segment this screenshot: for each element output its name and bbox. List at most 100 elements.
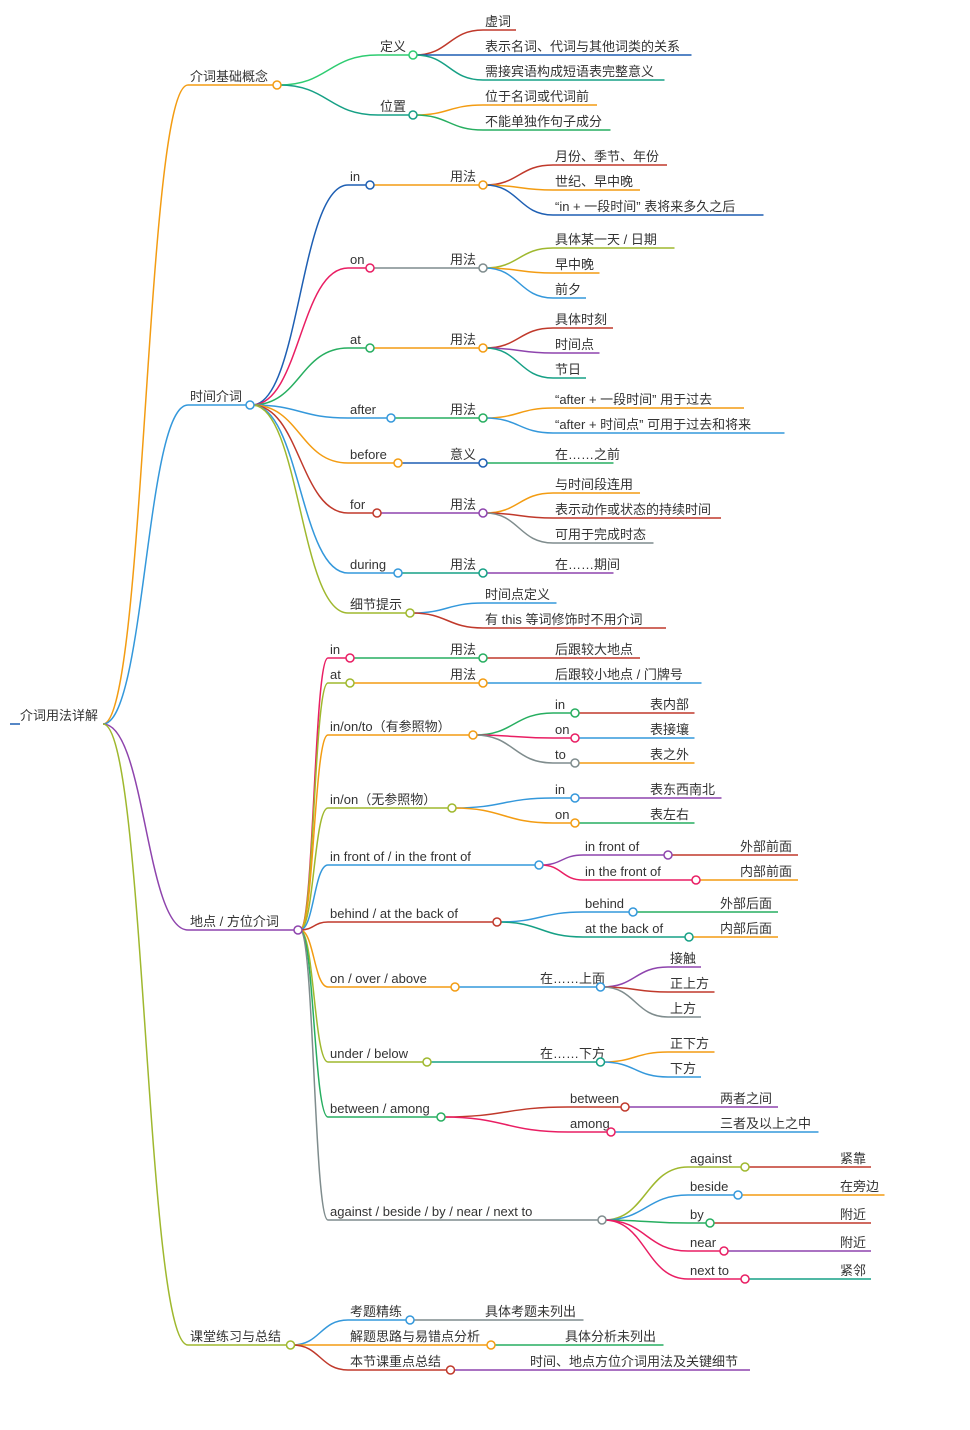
node-expand-circle[interactable] [479, 459, 487, 467]
mindmap-node-label: 正下方 [670, 1036, 709, 1051]
node-expand-circle[interactable] [448, 804, 456, 812]
mindmap-node-label: in front of / in the front of [330, 849, 471, 864]
node-expand-circle[interactable] [294, 926, 302, 934]
node-expand-circle[interactable] [246, 401, 254, 409]
node-expand-circle[interactable] [741, 1275, 749, 1283]
node-expand-circle[interactable] [479, 264, 487, 272]
node-expand-circle[interactable] [479, 509, 487, 517]
mindmap-node-label: 用法 [450, 557, 476, 572]
mindmap-node-label: on / over / above [330, 971, 427, 986]
mindmap-node-label: 细节提示 [350, 597, 402, 612]
node-expand-circle[interactable] [394, 569, 402, 577]
node-expand-circle[interactable] [598, 1216, 606, 1224]
node-expand-circle[interactable] [685, 933, 693, 941]
mindmap-node-label: 表接壤 [650, 722, 689, 737]
mindmap-node-label: between / among [330, 1101, 430, 1116]
node-expand-circle[interactable] [346, 654, 354, 662]
node-expand-circle[interactable] [479, 344, 487, 352]
mindmap-node-label: on [555, 722, 569, 737]
node-expand-circle[interactable] [571, 759, 579, 767]
node-expand-circle[interactable] [621, 1103, 629, 1111]
node-expand-circle[interactable] [366, 181, 374, 189]
node-expand-circle[interactable] [597, 983, 605, 991]
mindmap-node-label: under / below [330, 1046, 409, 1061]
mindmap-node-label: in/on（无参照物） [330, 792, 436, 807]
mindmap-node-label: 用法 [450, 332, 476, 347]
mindmap-node-label: 附近 [840, 1207, 866, 1222]
node-expand-circle[interactable] [692, 876, 700, 884]
node-expand-circle[interactable] [493, 918, 501, 926]
node-expand-circle[interactable] [366, 344, 374, 352]
mindmap-node-label: 在……之前 [555, 447, 620, 462]
node-expand-circle[interactable] [451, 983, 459, 991]
node-expand-circle[interactable] [741, 1163, 749, 1171]
node-expand-circle[interactable] [366, 264, 374, 272]
mindmap-node-label: 接触 [670, 951, 696, 966]
mindmap-node-label: 世纪、早中晚 [555, 174, 633, 189]
node-expand-circle[interactable] [571, 794, 579, 802]
mindmap-node-label: 时间、地点方位介词用法及关键细节 [530, 1354, 738, 1369]
node-expand-circle[interactable] [409, 111, 417, 119]
node-expand-circle[interactable] [487, 1341, 495, 1349]
node-expand-circle[interactable] [479, 569, 487, 577]
node-expand-circle[interactable] [479, 679, 487, 687]
mindmap-node-label: 表示动作或状态的持续时间 [555, 502, 711, 517]
mindmap-node-label: 需接宾语构成短语表完整意义 [485, 64, 654, 79]
mindmap-node-label: 紧靠 [840, 1151, 866, 1166]
mindmap-node-label: 紧邻 [840, 1263, 866, 1278]
mindmap-node-label: 附近 [840, 1235, 866, 1250]
node-expand-circle[interactable] [597, 1058, 605, 1066]
mindmap-node-label: 正上方 [670, 976, 709, 991]
mindmap-node-label: in/on/to（有参照物） [330, 719, 451, 734]
node-expand-circle[interactable] [479, 654, 487, 662]
node-expand-circle[interactable] [373, 509, 381, 517]
node-expand-circle[interactable] [273, 81, 281, 89]
mindmap-node-label: behind [585, 896, 624, 911]
mindmap-node-label: by [690, 1207, 704, 1222]
node-expand-circle[interactable] [423, 1058, 431, 1066]
node-expand-circle[interactable] [409, 51, 417, 59]
mindmap-node-label: before [350, 447, 387, 462]
mindmap-node-label: 用法 [450, 642, 476, 657]
node-expand-circle[interactable] [535, 861, 543, 869]
mindmap-node-label: 在旁边 [840, 1179, 879, 1194]
mindmap-node-label: 介词基础概念 [190, 69, 268, 84]
node-expand-circle[interactable] [406, 1316, 414, 1324]
mindmap-node-label: 节日 [555, 362, 581, 377]
node-expand-circle[interactable] [406, 609, 414, 617]
mindmap-node-label: 位于名词或代词前 [485, 89, 589, 104]
mindmap-node-label: 用法 [450, 169, 476, 184]
node-expand-circle[interactable] [664, 851, 672, 859]
node-expand-circle[interactable] [629, 908, 637, 916]
mindmap-node-label: between [570, 1091, 619, 1106]
mindmap-node-label: 考题精练 [350, 1304, 402, 1319]
mindmap-node-label: at [350, 332, 361, 347]
node-expand-circle[interactable] [720, 1247, 728, 1255]
mindmap-node-label: on [350, 252, 364, 267]
node-expand-circle[interactable] [437, 1113, 445, 1121]
node-expand-circle[interactable] [469, 731, 477, 739]
mindmap-node-label: for [350, 497, 366, 512]
node-expand-circle[interactable] [571, 819, 579, 827]
mindmap-node-label: against [690, 1151, 732, 1166]
mindmap-node-label: 具体某一天 / 日期 [555, 232, 657, 247]
node-expand-circle[interactable] [479, 181, 487, 189]
node-expand-circle[interactable] [607, 1128, 615, 1136]
node-expand-circle[interactable] [346, 679, 354, 687]
node-expand-circle[interactable] [479, 414, 487, 422]
node-expand-circle[interactable] [706, 1219, 714, 1227]
mindmap-node-label: in [555, 782, 565, 797]
node-expand-circle[interactable] [571, 734, 579, 742]
node-expand-circle[interactable] [287, 1341, 295, 1349]
node-expand-circle[interactable] [447, 1366, 455, 1374]
mindmap-node-label: 在……上面 [540, 971, 605, 986]
mindmap-node-label: 时间点 [555, 337, 594, 352]
mindmap-node-label: 具体考题未列出 [485, 1304, 576, 1319]
mindmap-node-label: 内部后面 [720, 921, 772, 936]
node-expand-circle[interactable] [387, 414, 395, 422]
mindmap-node-label: against / beside / by / near / next to [330, 1204, 532, 1219]
node-expand-circle[interactable] [394, 459, 402, 467]
node-expand-circle[interactable] [571, 709, 579, 717]
node-expand-circle[interactable] [734, 1191, 742, 1199]
mindmap-node-label: 可用于完成时态 [555, 527, 646, 542]
